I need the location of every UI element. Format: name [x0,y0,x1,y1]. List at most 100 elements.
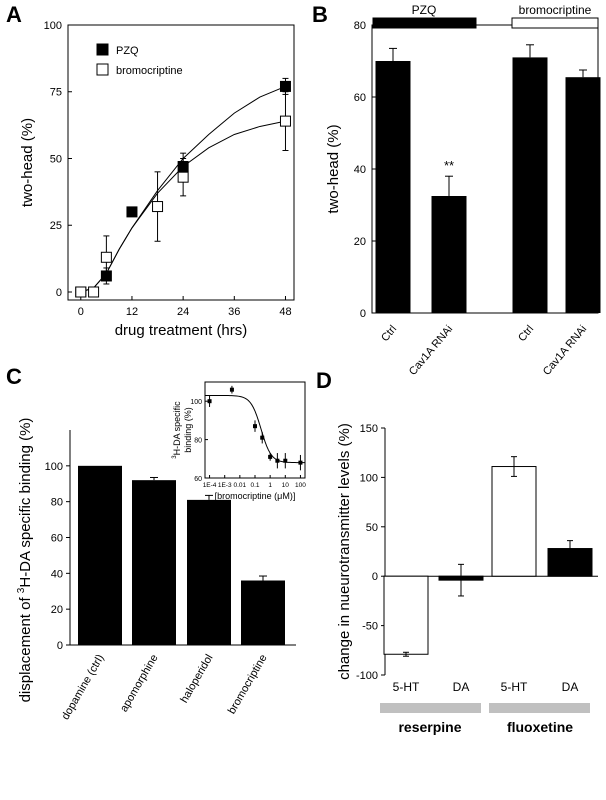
bar [565,77,601,313]
y-tick-label: 100 [45,461,63,473]
inset-fit-curve [204,394,306,464]
y-tick-label: 75 [50,87,62,99]
inset-y-axis-title-line2: binding (%) [183,407,193,453]
group-header-bar [511,17,599,29]
y-tick-label: 60 [354,92,366,104]
inset-point [298,460,303,465]
x-tick-label: 36 [228,306,240,318]
x-tick-label: 24 [177,306,189,318]
x-tick-label: bromocriptine [226,653,270,717]
group-band [489,703,590,713]
group-label: bromocriptine [519,3,592,17]
open-square-point [88,286,100,298]
x-axis-title: drug treatment (hrs) [115,322,248,339]
y-tick-label: 100 [360,472,378,484]
y-axis-title: two-head (%) [19,118,36,207]
inset-x-tick-label: 1E-3 [218,482,232,489]
y-axis-title: displacement of 3H-DA specific binding (… [16,418,34,703]
x-tick-label: 12 [126,306,138,318]
panel-letter-a: A [6,2,22,27]
inset-point [253,424,257,429]
panel-letter-d: D [316,368,332,393]
panel-a-scatter-chart: 0 25 50 75 100 0 12 24 36 48 drug treatment (hrs) t… [19,20,295,339]
plot-frame [67,24,295,301]
open-square-point [279,115,291,127]
panel-letter-b: B [312,2,328,27]
inset-y-tick-label: 60 [194,476,202,483]
bar [491,466,537,577]
x-tick-label: Cav1A RNAi [407,323,455,378]
bar [241,580,285,645]
open-square-point [152,201,164,213]
y-tick-label: 0 [372,571,378,583]
inset-point [268,454,273,459]
panel-letter-c: C [6,364,22,389]
y-tick-label: 80 [354,20,366,32]
x-tick-label: DA [453,680,470,694]
x-tick-label: Cav1A RNAi [541,323,589,378]
inset-y-tick-label: 80 [194,438,202,445]
inset-y-tick-label: 100 [190,399,202,406]
group-band [380,703,481,713]
inset-point [275,458,280,463]
legend-label: bromocriptine [116,65,183,77]
x-tick-label: 5-HT [501,680,528,694]
legend-marker [96,63,109,76]
inset-point [260,435,265,440]
panel-c-inset-chart: 60 80 100 1E-4 1E-3 0.01 0.1 1 10 100 [bromocripti… [172,381,306,501]
group-label: PZQ [412,3,437,17]
bar [383,575,429,655]
open-square-point [177,171,189,183]
x-tick-label: apomorphine [118,653,161,715]
y-tick-label: 50 [50,153,62,165]
group-label: reserpine [398,719,461,735]
y-tick-label: 40 [354,164,366,176]
y-tick-label: 20 [354,236,366,248]
y-tick-label: 0 [360,308,366,320]
y-tick-label: 50 [366,522,378,534]
y-tick-label: -50 [362,621,378,633]
y-tick-label: 40 [51,568,63,580]
inset-x-tick-label: 1 [268,482,272,489]
x-tick-label: Ctrl [516,323,536,344]
y-tick-label: 60 [51,533,63,545]
y-tick-label: -100 [356,670,378,682]
legend-marker [96,43,109,56]
bar [375,61,411,313]
inset-x-tick-label: 1E-4 [203,482,217,489]
y-tick-label: 80 [51,497,63,509]
y-axis-title: change in nueurotransmitter levels (%) [336,423,353,680]
y-tick-label: 100 [44,20,62,32]
panel-d-bar-chart: -100 -50 0 50 100 150 change in nueurotransmit… [336,423,598,735]
open-square-point [100,251,112,263]
bar [78,465,122,645]
inset-x-tick-label: 0.1 [250,482,259,489]
x-tick-label: dopamine (ctrl) [60,653,107,723]
y-tick-label: 20 [51,604,63,616]
group-header-bar [372,17,477,29]
y-tick-label: 0 [56,287,62,299]
fit-curve-bromocriptine [80,120,286,293]
bar [132,480,176,645]
x-tick-label: Ctrl [379,323,399,344]
filled-square-point [279,80,291,92]
y-axis-title: two-head (%) [325,124,342,213]
x-tick-label: 0 [78,306,84,318]
inset-y-axis-title-line1: 3H-DA specific [172,401,182,459]
legend-label: PZQ [116,45,139,57]
y-tick-label: 25 [50,220,62,232]
bar [187,499,231,645]
group-label: fluoxetine [507,719,573,735]
y-tick-label: 150 [360,423,378,435]
y-tick-label: 0 [57,640,63,652]
x-tick-label: DA [562,680,579,694]
x-tick-label: haloperidol [178,653,215,706]
inset-point [207,399,212,404]
inset-point [229,387,234,392]
inset-x-tick-label: 100 [295,482,306,489]
x-tick-label: 5-HT [393,680,420,694]
bar [431,196,467,313]
inset-x-axis-title: [bromocriptine (μM)] [215,491,296,501]
inset-x-tick-label: 0.01 [234,482,247,489]
